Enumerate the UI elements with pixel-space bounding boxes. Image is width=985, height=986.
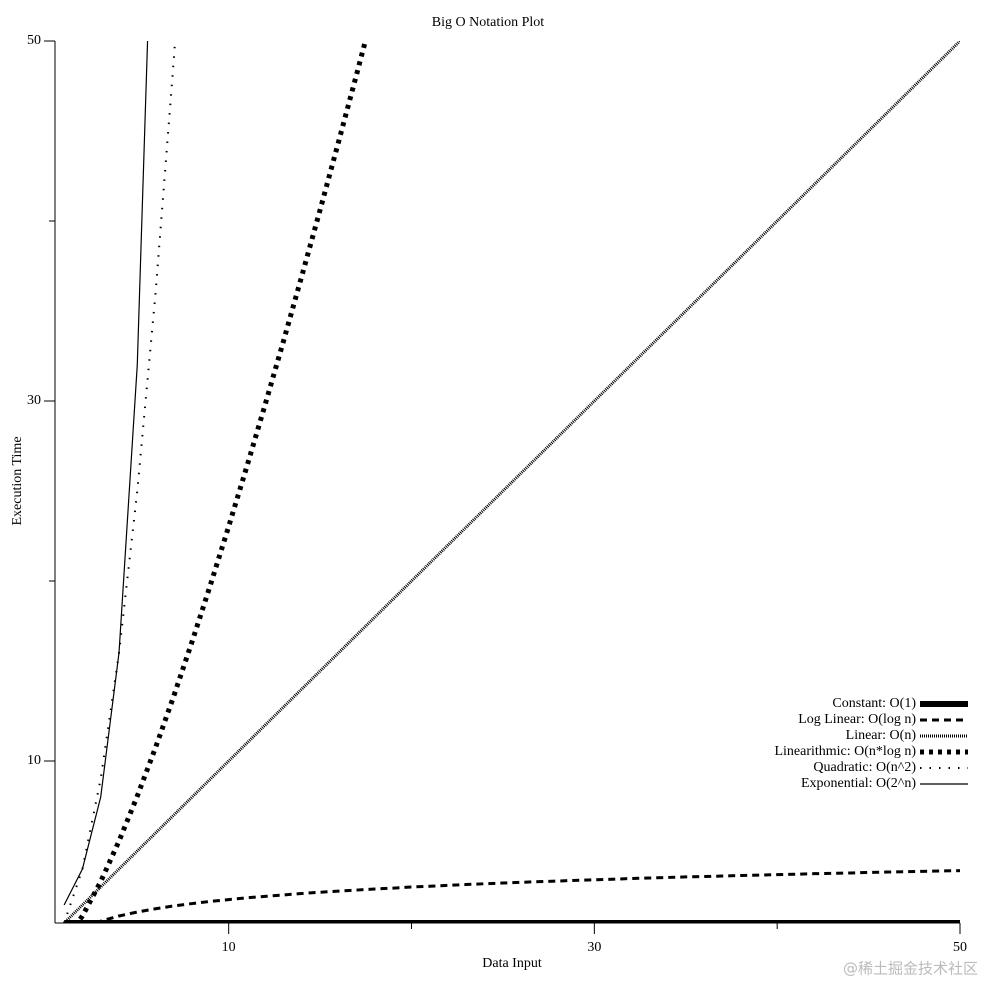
legend-label: Constant: O(1) <box>832 696 916 711</box>
y-tick-label: 50 <box>27 33 41 48</box>
series-line <box>63 41 960 923</box>
y-tick-label: 30 <box>27 393 41 408</box>
watermark: @稀土掘金技术社区 <box>843 960 978 978</box>
series-line <box>92 869 960 923</box>
x-tick-label: 10 <box>222 940 236 955</box>
chart-title: Big O Notation Plot <box>432 15 545 30</box>
legend-label: Linearithmic: O(n*log n) <box>774 744 916 759</box>
series-line <box>74 41 368 923</box>
legend-label: Exponential: O(2^n) <box>801 776 916 791</box>
y-tick-label: 10 <box>27 753 41 768</box>
legend-label: Log Linear: O(log n) <box>798 712 916 727</box>
legend-label: Quadratic: O(n^2) <box>813 760 916 775</box>
y-axis-label: Execution Time <box>10 436 25 525</box>
x-tick-label: 50 <box>953 940 967 955</box>
legend-label: Linear: O(n) <box>846 728 917 743</box>
plot-area <box>63 41 960 923</box>
x-axis-label: Data Input <box>482 956 542 971</box>
x-tick-label: 30 <box>587 940 601 955</box>
